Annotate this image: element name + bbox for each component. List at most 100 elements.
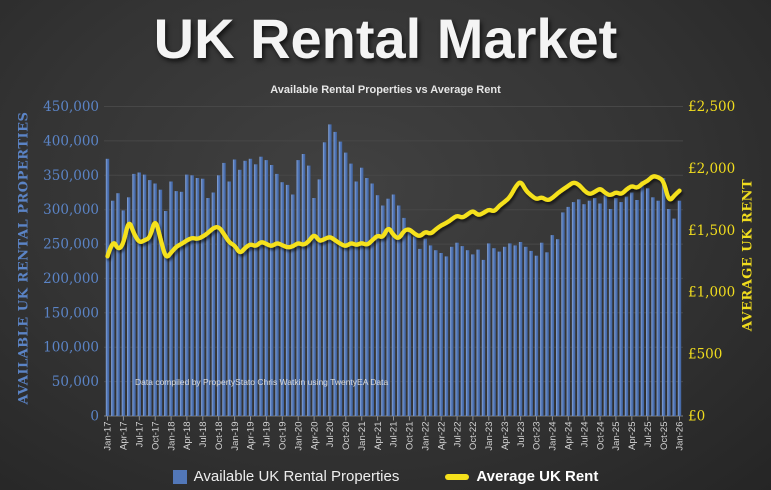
x-tick-label: Oct-19 bbox=[278, 422, 289, 451]
bar bbox=[217, 175, 221, 416]
bar bbox=[587, 200, 592, 416]
x-tick-label: Jul-23 bbox=[516, 422, 527, 448]
bar bbox=[397, 205, 401, 416]
legend-label-properties: Available UK Rental Properties bbox=[193, 468, 400, 485]
bar bbox=[248, 158, 253, 417]
bar bbox=[190, 175, 194, 416]
bar bbox=[148, 180, 152, 416]
left-tick-label: 300,000 bbox=[43, 202, 99, 218]
x-tick-label: Apr-24 bbox=[564, 422, 575, 451]
bar bbox=[571, 202, 576, 416]
x-tick-label: Jan-25 bbox=[611, 422, 622, 451]
bar bbox=[593, 198, 597, 416]
bar bbox=[158, 189, 163, 416]
x-tick-label: Jul-24 bbox=[579, 422, 590, 448]
x-tick-label: Jul-22 bbox=[452, 422, 463, 448]
bar bbox=[254, 164, 258, 416]
bar bbox=[391, 194, 396, 416]
bar bbox=[582, 204, 586, 416]
x-tick-label: Jan-17 bbox=[103, 422, 114, 451]
bar bbox=[534, 255, 539, 416]
x-tick-label: Apr-25 bbox=[627, 422, 638, 451]
right-tick-labels-group: £2,500 £2,000 £1,500 £1,000 £500 £0 bbox=[688, 99, 735, 425]
x-tick-label: Jan-20 bbox=[293, 422, 304, 451]
bar bbox=[661, 178, 666, 416]
bar bbox=[280, 182, 284, 416]
bars-group bbox=[105, 124, 682, 417]
x-tick-label: Oct-24 bbox=[595, 422, 606, 451]
x-tick-label: Jan-26 bbox=[675, 422, 686, 451]
bar bbox=[164, 211, 168, 416]
bar bbox=[614, 198, 618, 416]
bar bbox=[142, 174, 147, 416]
x-tick-label: Apr-19 bbox=[246, 422, 257, 451]
bar bbox=[259, 156, 263, 416]
left-tick-label: 0 bbox=[90, 409, 99, 425]
bar bbox=[646, 188, 650, 416]
bar bbox=[487, 243, 491, 416]
legend-label-rent: Average UK Rent bbox=[476, 468, 599, 485]
bar bbox=[121, 210, 126, 416]
bar bbox=[270, 165, 274, 416]
bar-series-swatch-icon bbox=[172, 469, 187, 484]
x-tick-label: Jul-21 bbox=[389, 422, 400, 448]
bar bbox=[651, 197, 655, 416]
bar bbox=[656, 200, 660, 416]
bar bbox=[137, 172, 141, 416]
left-tick-label: 100,000 bbox=[43, 340, 99, 356]
bar bbox=[465, 250, 470, 416]
x-tick-label: Apr-18 bbox=[182, 422, 193, 451]
right-tick-label: £500 bbox=[688, 347, 722, 363]
bar bbox=[238, 169, 242, 416]
x-tick-label: Oct-23 bbox=[532, 422, 543, 451]
bar bbox=[111, 200, 115, 416]
bar bbox=[672, 218, 676, 416]
bar bbox=[296, 160, 300, 416]
bar bbox=[428, 245, 433, 416]
bar bbox=[407, 228, 412, 416]
right-tick-label: £0 bbox=[688, 409, 705, 425]
bar bbox=[153, 183, 157, 416]
bar bbox=[317, 179, 322, 416]
bar bbox=[402, 217, 406, 416]
bar bbox=[264, 160, 269, 416]
line-series-swatch-icon bbox=[445, 473, 470, 480]
bar bbox=[640, 181, 645, 416]
bar bbox=[598, 203, 602, 416]
x-tick-labels-group: Jan-17 Apr-17 Jul-17 Oct-17 Jan-18 Apr-18 Jul-… bbox=[103, 422, 686, 451]
bar bbox=[635, 200, 639, 416]
bar bbox=[677, 200, 682, 416]
x-tick-label: Jul-18 bbox=[198, 422, 209, 448]
bar bbox=[285, 184, 290, 416]
bar bbox=[132, 173, 136, 416]
x-tick-label: Jan-19 bbox=[230, 422, 241, 451]
right-tick-label: £1,500 bbox=[688, 223, 735, 239]
x-tick-label: Oct-18 bbox=[214, 422, 225, 451]
bar bbox=[460, 246, 465, 416]
left-tick-label: 200,000 bbox=[43, 271, 99, 287]
bar bbox=[174, 191, 179, 416]
bar bbox=[492, 248, 496, 416]
left-tick-labels-group: 450,000 400,000 350,000 300,000 250,000 200,0… bbox=[43, 99, 99, 425]
bar bbox=[423, 238, 427, 416]
bar bbox=[243, 160, 247, 416]
rent-line-group bbox=[105, 174, 682, 259]
bar bbox=[179, 191, 184, 416]
x-tick-label: Jan-18 bbox=[166, 422, 177, 451]
bar bbox=[439, 253, 443, 416]
bar bbox=[328, 124, 332, 417]
bar bbox=[550, 235, 555, 416]
left-tick-label: 250,000 bbox=[43, 237, 99, 253]
bar bbox=[169, 181, 173, 416]
bar bbox=[116, 193, 120, 416]
right-tick-label: £2,000 bbox=[688, 161, 735, 177]
bar bbox=[232, 159, 237, 416]
legend: Available UK Rental Properties Average U… bbox=[0, 468, 771, 485]
bar bbox=[577, 199, 581, 416]
bar bbox=[518, 242, 523, 416]
bar bbox=[471, 254, 475, 416]
x-axis-ticks-group bbox=[107, 416, 680, 421]
bar bbox=[375, 195, 380, 416]
x-tick-label: Jul-17 bbox=[135, 422, 146, 448]
x-tick-label: Jan-22 bbox=[421, 422, 432, 451]
